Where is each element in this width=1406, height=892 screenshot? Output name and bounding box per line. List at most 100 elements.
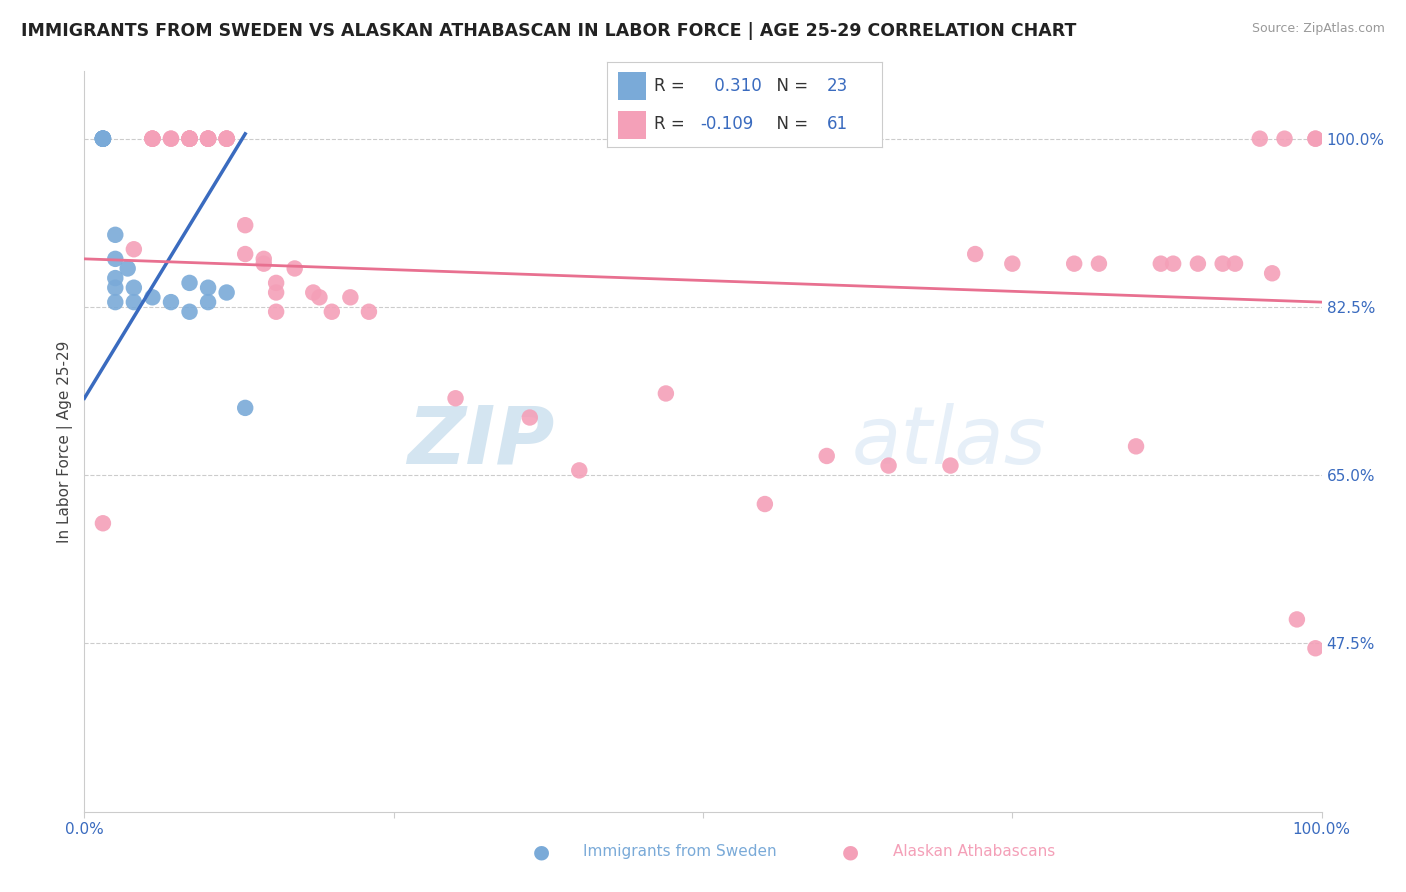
- Text: IMMIGRANTS FROM SWEDEN VS ALASKAN ATHABASCAN IN LABOR FORCE | AGE 25-29 CORRELAT: IMMIGRANTS FROM SWEDEN VS ALASKAN ATHABA…: [21, 22, 1077, 40]
- Point: [122, 295, 145, 310]
- Point: [233, 247, 256, 261]
- Point: [1212, 257, 1234, 271]
- Point: [568, 463, 591, 477]
- Point: [197, 295, 219, 310]
- Point: [1161, 257, 1184, 271]
- Point: [179, 276, 201, 290]
- Point: [179, 131, 201, 145]
- Point: [253, 257, 276, 271]
- Point: [1150, 257, 1173, 271]
- Point: [141, 290, 163, 304]
- Point: [1088, 257, 1111, 271]
- Text: Alaskan Athabascans: Alaskan Athabascans: [893, 845, 1054, 859]
- Point: [1187, 257, 1209, 271]
- Point: [91, 131, 114, 145]
- Point: [141, 131, 163, 145]
- Point: [122, 281, 145, 295]
- Point: [104, 227, 127, 242]
- Point: [444, 391, 467, 405]
- Point: [1001, 257, 1024, 271]
- Text: -0.109: -0.109: [700, 115, 754, 133]
- Point: [1125, 439, 1147, 453]
- Point: [1063, 257, 1085, 271]
- Point: [197, 131, 219, 145]
- Point: [179, 131, 201, 145]
- Text: Source: ZipAtlas.com: Source: ZipAtlas.com: [1251, 22, 1385, 36]
- Point: [104, 271, 127, 285]
- Text: 0.310: 0.310: [709, 77, 762, 95]
- Point: [233, 401, 256, 415]
- Text: ●: ●: [533, 842, 550, 862]
- Point: [1305, 131, 1327, 145]
- Point: [104, 295, 127, 310]
- Text: ●: ●: [842, 842, 859, 862]
- Point: [965, 247, 987, 261]
- Point: [1305, 131, 1327, 145]
- Point: [91, 131, 114, 145]
- Point: [179, 131, 201, 145]
- Point: [215, 131, 238, 145]
- Point: [197, 131, 219, 145]
- Text: Immigrants from Sweden: Immigrants from Sweden: [583, 845, 778, 859]
- Point: [1249, 131, 1271, 145]
- Point: [939, 458, 962, 473]
- Point: [215, 131, 238, 145]
- FancyBboxPatch shape: [619, 71, 645, 100]
- Text: R =: R =: [654, 115, 690, 133]
- Text: ZIP: ZIP: [408, 402, 554, 481]
- Point: [91, 516, 114, 531]
- Point: [197, 131, 219, 145]
- Point: [339, 290, 361, 304]
- Point: [253, 252, 276, 266]
- Point: [877, 458, 900, 473]
- Point: [91, 131, 114, 145]
- Point: [264, 304, 287, 318]
- Point: [197, 131, 219, 145]
- Point: [104, 281, 127, 295]
- Point: [754, 497, 776, 511]
- Point: [117, 261, 139, 276]
- Point: [357, 304, 380, 318]
- Point: [179, 131, 201, 145]
- Point: [1261, 266, 1284, 280]
- Point: [215, 285, 238, 300]
- FancyBboxPatch shape: [619, 111, 645, 139]
- Point: [308, 290, 330, 304]
- Text: N =: N =: [766, 77, 814, 95]
- Point: [104, 252, 127, 266]
- Point: [519, 410, 541, 425]
- Point: [655, 386, 678, 401]
- Point: [91, 131, 114, 145]
- Point: [1274, 131, 1296, 145]
- Point: [141, 131, 163, 145]
- Text: 61: 61: [827, 115, 848, 133]
- Point: [233, 218, 256, 232]
- Point: [264, 276, 287, 290]
- Point: [91, 131, 114, 145]
- Point: [141, 131, 163, 145]
- Text: N =: N =: [766, 115, 814, 133]
- Point: [1285, 612, 1308, 626]
- Point: [815, 449, 838, 463]
- Text: R =: R =: [654, 77, 690, 95]
- Point: [91, 131, 114, 145]
- Point: [160, 295, 183, 310]
- Point: [160, 131, 183, 145]
- Point: [160, 131, 183, 145]
- Point: [179, 304, 201, 318]
- Point: [1223, 257, 1246, 271]
- Point: [197, 281, 219, 295]
- Point: [179, 131, 201, 145]
- Text: atlas: atlas: [852, 402, 1046, 481]
- Point: [215, 131, 238, 145]
- Point: [215, 131, 238, 145]
- Y-axis label: In Labor Force | Age 25-29: In Labor Force | Age 25-29: [58, 341, 73, 542]
- Point: [321, 304, 343, 318]
- Point: [197, 131, 219, 145]
- Point: [284, 261, 307, 276]
- Point: [91, 131, 114, 145]
- Point: [1305, 641, 1327, 656]
- Point: [122, 242, 145, 256]
- Point: [141, 131, 163, 145]
- Text: 23: 23: [827, 77, 848, 95]
